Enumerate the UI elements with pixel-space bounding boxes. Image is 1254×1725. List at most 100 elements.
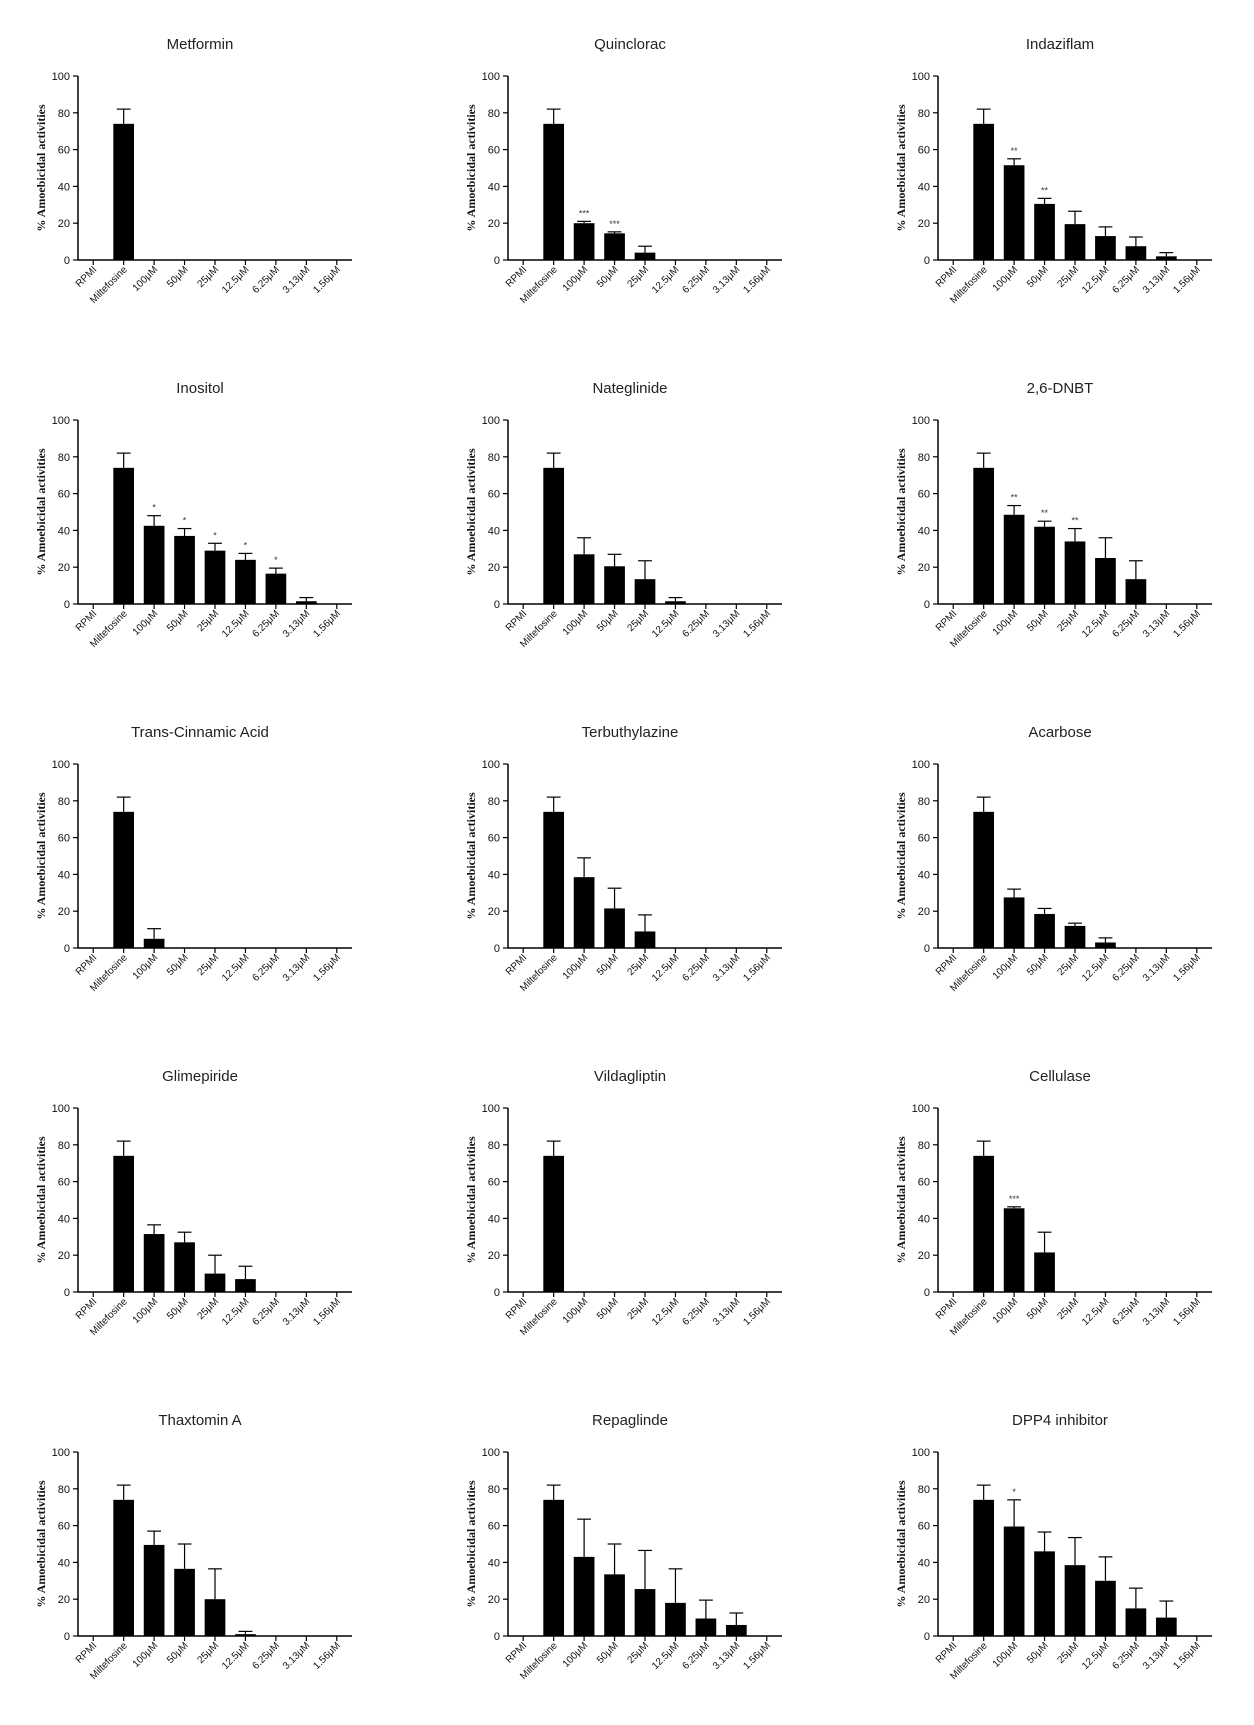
bar (1003, 1526, 1025, 1636)
bar (1064, 224, 1086, 260)
x-tick-label: 12.5μM (1080, 608, 1112, 640)
y-tick-label: 40 (58, 525, 70, 537)
bar (543, 1155, 565, 1292)
x-tick-label: 12.5μM (650, 264, 682, 296)
y-tick-label: 20 (488, 218, 500, 230)
y-tick-label: 0 (64, 1631, 70, 1643)
y-tick-label: 100 (912, 1103, 930, 1115)
bar (1155, 256, 1177, 260)
bar (113, 1499, 135, 1636)
x-tick-label: 3.13μM (281, 952, 313, 984)
chart-panel: Metformin 0 20 40 60 80 100 % Amoebicidal activ… (30, 0, 370, 306)
chart-panel: Inositol 0 20 40 60 80 100 % Amoebicidal activi… (30, 344, 370, 650)
x-tick-label: 100μM (131, 608, 161, 638)
y-tick-label: 80 (918, 1140, 930, 1152)
x-tick-label: 50μM (1025, 264, 1051, 290)
bar (204, 550, 226, 604)
x-tick-label: 1.56μM (741, 1296, 773, 1328)
bar-chart: 0 20 40 60 80 100 % Amoebicidal activities RPMI… (464, 1447, 782, 1682)
x-tick-label: 25μM (196, 608, 222, 634)
chart-title: Trans-Cinnamic Acid (131, 724, 269, 741)
x-tick-label: RPMI (504, 1296, 529, 1321)
y-axis-label: % Amoebicidal activities (34, 1136, 48, 1264)
y-tick-label: 40 (918, 525, 930, 537)
y-tick-label: 40 (58, 1557, 70, 1569)
bar (1095, 942, 1116, 948)
y-tick-label: 80 (918, 452, 930, 464)
x-tick-label: RPMI (934, 1640, 959, 1665)
y-tick-label: 80 (58, 796, 70, 808)
y-tick-label: 100 (482, 759, 500, 771)
y-tick-label: 20 (58, 562, 70, 574)
significance-label: * (274, 555, 278, 565)
chart-panel: Quinclorac 0 20 40 60 80 100 % Amoebicidal acti… (460, 0, 800, 306)
y-tick-label: 40 (918, 869, 930, 881)
x-tick-label: 100μM (131, 952, 161, 982)
y-tick-label: 100 (52, 415, 70, 427)
x-tick-label: 6.25μM (1110, 1640, 1142, 1672)
x-tick-label: 50μM (595, 952, 621, 978)
bar (235, 559, 256, 604)
significance-label: ** (1011, 493, 1019, 503)
bar (573, 877, 595, 948)
x-tick-label: 25μM (196, 952, 222, 978)
x-tick-label: 50μM (595, 264, 621, 290)
y-tick-label: 0 (64, 599, 70, 611)
x-tick-label: RPMI (74, 1296, 99, 1321)
y-tick-label: 80 (58, 1140, 70, 1152)
y-tick-label: 80 (488, 1484, 500, 1496)
chart-title: DPP4 inhibitor (1012, 1412, 1108, 1429)
y-tick-label: 60 (918, 1521, 930, 1533)
y-axis-label: % Amoebicidal activities (464, 448, 478, 576)
y-tick-label: 40 (58, 1213, 70, 1225)
significance-label: * (183, 516, 187, 526)
chart-panel: DPP4 inhibitor 0 20 40 60 80 100 % Amoebicidal … (890, 1376, 1230, 1682)
x-tick-label: 6.25μM (680, 1296, 712, 1328)
bar (204, 1599, 226, 1636)
x-tick-label: 50μM (165, 1640, 191, 1666)
x-tick-label: 100μM (561, 264, 591, 294)
y-tick-label: 60 (58, 1177, 70, 1189)
x-tick-label: 3.13μM (711, 608, 743, 640)
bar (174, 1568, 195, 1636)
x-tick-label: 6.25μM (1110, 952, 1142, 984)
x-tick-label: 6.25μM (250, 608, 282, 640)
x-tick-label: 6.25μM (1110, 608, 1142, 640)
y-tick-label: 20 (58, 906, 70, 918)
y-tick-label: 60 (918, 489, 930, 501)
x-tick-label: RPMI (504, 1640, 529, 1665)
y-axis-label: % Amoebicidal activities (894, 1136, 908, 1264)
x-tick-label: 12.5μM (220, 264, 252, 296)
y-tick-label: 100 (52, 71, 70, 83)
y-axis-label: % Amoebicidal activities (894, 1480, 908, 1608)
x-tick-label: 1.56μM (741, 608, 773, 640)
bar (1034, 913, 1055, 948)
x-tick-label: 3.13μM (1141, 1640, 1173, 1672)
y-tick-label: 60 (488, 1177, 500, 1189)
x-tick-label: 1.56μM (1171, 608, 1203, 640)
x-tick-label: 50μM (165, 264, 191, 290)
x-tick-label: 3.13μM (711, 264, 743, 296)
x-tick-label: 1.56μM (311, 608, 343, 640)
y-tick-label: 0 (924, 255, 930, 267)
x-tick-label: 6.25μM (680, 264, 712, 296)
x-tick-label: 100μM (991, 952, 1021, 982)
chart-panel: Nateglinide 0 20 40 60 80 100 % Amoebicidal act… (460, 344, 800, 650)
x-tick-label: 6.25μM (250, 1296, 282, 1328)
x-tick-label: 25μM (1056, 608, 1082, 634)
bar-chart: 0 20 40 60 80 100 % Amoebicidal activities RPMI… (894, 759, 1212, 994)
x-tick-label: 100μM (991, 1296, 1021, 1326)
chart-title: Metformin (166, 36, 234, 53)
x-tick-label: 12.5μM (650, 608, 682, 640)
y-axis-label: % Amoebicidal activities (34, 104, 48, 232)
y-tick-label: 0 (64, 255, 70, 267)
x-tick-label: 25μM (626, 1296, 652, 1322)
bar (1034, 1252, 1055, 1292)
x-tick-label: 6.25μM (250, 1640, 282, 1672)
x-tick-label: 1.56μM (741, 264, 773, 296)
x-tick-label: 50μM (165, 952, 191, 978)
y-tick-label: 20 (58, 218, 70, 230)
y-tick-label: 100 (52, 759, 70, 771)
x-tick-label: RPMI (934, 264, 959, 289)
bar (1095, 1580, 1116, 1636)
